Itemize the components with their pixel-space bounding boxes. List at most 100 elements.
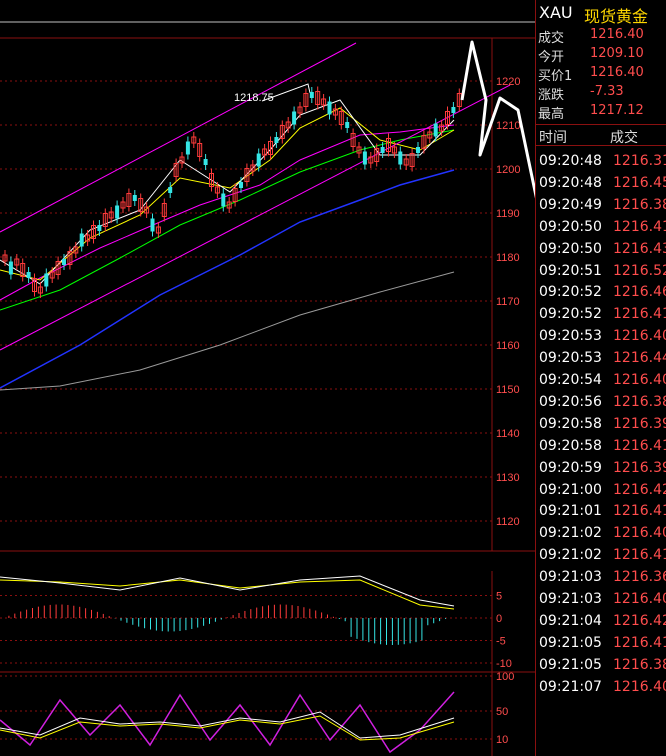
high-pointer [261, 83, 311, 102]
tick-price: 1216.43 [613, 240, 666, 257]
candle-body [285, 121, 291, 129]
tick-price: 1216.40 [613, 591, 666, 607]
tick-time: 09:20:52 [539, 284, 602, 301]
quote-value: -7.33 [590, 84, 624, 99]
ma120-line [0, 271, 455, 391]
candle-body [239, 182, 243, 188]
ticks-time-header: 时间 [539, 130, 567, 146]
price-chart-area[interactable]: 1120 1130 1140 1150 1160 1170 1180 1190 1200 1210… [0, 0, 535, 756]
candle-body [250, 164, 256, 172]
tick-row: 09:20:59 1216.39 [536, 460, 666, 481]
candle-body [350, 133, 356, 147]
candle-body [197, 143, 203, 157]
tick-time: 09:21:03 [539, 591, 602, 607]
y-axis-labels: 1120 1130 1140 1150 1160 1170 1180 1190 1200 1210… [496, 76, 520, 528]
candle-body [85, 234, 91, 242]
tick-time: 09:20:54 [539, 372, 602, 388]
tick-time: 09:20:51 [539, 262, 602, 279]
candle-body [115, 205, 120, 219]
candle-body [409, 153, 415, 167]
y-tick-label: 1180 [496, 252, 520, 264]
quote-value: 1216.40 [590, 27, 644, 42]
tick-row: 09:21:03 1216.36 [536, 569, 666, 590]
macd-dif-line [0, 575, 455, 607]
tick-row: 09:21:07 1216.40 [536, 679, 666, 700]
candle-body [262, 148, 268, 156]
tick-row: 09:21:04 1216.42 [536, 613, 666, 634]
candle-body [49, 271, 55, 279]
candle-body [209, 173, 214, 187]
tick-time: 09:21:05 [539, 634, 602, 651]
tick-row: 09:20:50 1216.43 [536, 241, 666, 262]
tick-price: 1216.41 [613, 437, 666, 454]
candle-body [179, 156, 185, 164]
candle-body [256, 153, 261, 167]
quote-row: 今开 1209.10 [536, 46, 666, 65]
tick-row: 09:21:05 1216.41 [536, 635, 666, 656]
tick-time: 09:21:07 [539, 678, 602, 695]
candle-body [44, 273, 49, 287]
tick-price: 1216.38 [613, 656, 666, 673]
arrow-path [460, 40, 535, 199]
tick-row: 09:21:01 1216.41 [536, 503, 666, 524]
candle-body [8, 261, 13, 275]
candle-body [427, 131, 433, 139]
candle-body [274, 137, 279, 143]
candle-body [14, 258, 20, 266]
quote-row: 买价1 1216.40 [536, 65, 666, 84]
tick-row: 09:20:51 1216.52 [536, 263, 666, 284]
candle-body [120, 201, 126, 209]
symbol-title: XAU 现货黄金 [536, 3, 666, 26]
ticks-header: 时间 成交 [536, 124, 666, 146]
tick-row: 09:21:00 1216.42 [536, 482, 666, 503]
kdj-tick-label: 10 [496, 734, 508, 746]
tick-price: 1216.38 [613, 393, 666, 410]
candle-body [138, 198, 144, 212]
y-tick-label: 1200 [496, 164, 520, 176]
candle-body [102, 213, 108, 227]
y-tick-label: 1130 [496, 472, 520, 484]
channel-upper-line [0, 42, 357, 233]
tick-row: 09:20:53 1216.44 [536, 350, 666, 371]
candle-body [62, 259, 66, 265]
candle-body [203, 159, 208, 165]
y-tick-label: 1190 [496, 208, 520, 220]
tick-time: 09:20:59 [539, 459, 602, 476]
candle-body [321, 98, 327, 106]
quote-value: 1217.12 [590, 103, 644, 118]
candle-body [73, 246, 79, 254]
candle-body [421, 135, 427, 149]
candle-body [297, 106, 303, 114]
tick-time: 09:20:53 [539, 328, 602, 345]
candle-body [451, 107, 456, 113]
candle-body [327, 101, 332, 115]
quote-row: 成交 1216.40 [536, 27, 666, 46]
tick-row: 09:20:56 1216.38 [536, 394, 666, 415]
tick-price: 1216.36 [613, 569, 666, 586]
tick-price: 1216.41 [613, 306, 666, 323]
candle-body [221, 193, 226, 207]
kdj-tick-label: 100 [496, 671, 514, 683]
tick-time: 09:21:00 [539, 481, 602, 498]
macd-dea-line [0, 579, 455, 610]
candle-body [433, 123, 438, 137]
candle-body [173, 163, 179, 177]
tick-price: 1216.31 [613, 153, 666, 169]
tick-time: 09:21:04 [539, 612, 602, 629]
quote-value: 1216.40 [590, 65, 644, 80]
candle-body [391, 146, 397, 154]
candle-body [132, 195, 137, 201]
tick-row: 09:21:03 1216.40 [536, 591, 666, 612]
candle-body [26, 272, 31, 278]
candle-body [244, 168, 250, 182]
tick-price: 1216.40 [613, 525, 666, 542]
candle-body [303, 93, 309, 107]
y-tick-label: 1150 [496, 384, 520, 396]
tick-price: 1216.41 [613, 634, 666, 651]
candle-body [155, 226, 161, 234]
candle-body [150, 218, 155, 232]
tick-time: 09:20:53 [539, 350, 602, 367]
quote-row: 最高 1217.12 [536, 103, 666, 122]
tick-row: 09:20:49 1216.38 [536, 197, 666, 218]
tick-price: 1216.52 [613, 262, 666, 279]
